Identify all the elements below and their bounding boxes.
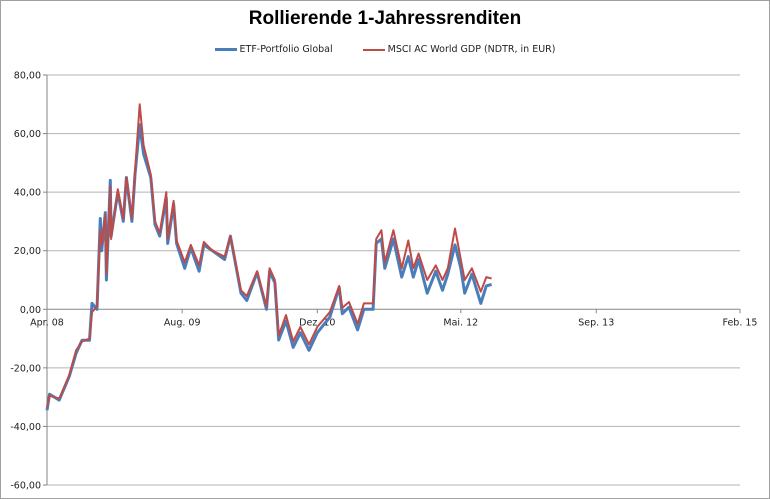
legend: ETF-Portfolio Global MSCI AC World GDP (… xyxy=(0,44,770,55)
legend-label-msci: MSCI AC World GDP (NDTR, in EUR) xyxy=(387,44,556,55)
legend-item-msci: MSCI AC World GDP (NDTR, in EUR) xyxy=(362,44,556,55)
legend-swatch-msci xyxy=(362,48,385,51)
x-tick-label: Feb. 15 xyxy=(723,317,758,328)
y-tick-label: -60,00 xyxy=(10,481,41,492)
y-tick-label: -40,00 xyxy=(10,422,41,433)
y-tick-label: -20,00 xyxy=(10,363,41,374)
y-tick-label: 20,00 xyxy=(14,246,41,257)
x-tick-label: Mai. 12 xyxy=(443,317,478,328)
legend-label-etf: ETF-Portfolio Global xyxy=(239,44,333,55)
x-tick-label: Apr. 08 xyxy=(30,317,64,328)
x-tick-label: Dez. 10 xyxy=(299,317,335,328)
legend-item-etf: ETF-Portfolio Global xyxy=(214,44,333,55)
y-tick-label: 0,00 xyxy=(20,305,41,316)
y-tick-label: 40,00 xyxy=(14,188,41,199)
chart-title: Rollierende 1-Jahressrenditen xyxy=(248,8,522,29)
y-tick-label: 80,00 xyxy=(14,71,41,82)
y-tick-label: 60,00 xyxy=(14,129,41,140)
x-tick-label: Aug. 09 xyxy=(164,317,201,328)
series-line-msci xyxy=(46,103,492,408)
legend-swatch-etf xyxy=(214,48,237,51)
x-tick-label: Sep. 13 xyxy=(578,317,614,328)
